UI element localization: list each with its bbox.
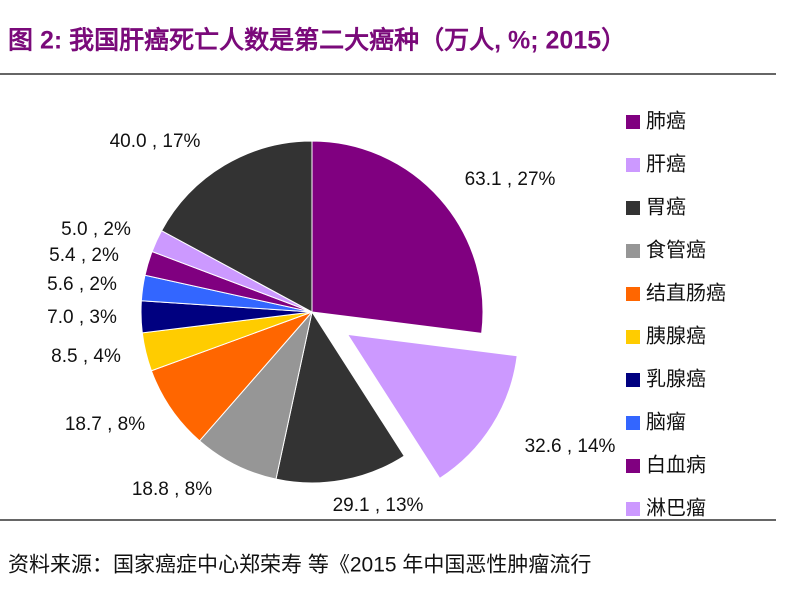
- legend-label: 白血病: [646, 453, 706, 476]
- legend-swatch: [626, 287, 640, 301]
- legend-label: 肝癌: [646, 152, 686, 175]
- pie-slice: [160, 140, 313, 313]
- source: 资料来源：国家癌症中心郑荣寿 等《2015 年中国恶性肿瘤流行: [8, 554, 591, 577]
- data-label: 7.0 , 3%: [47, 307, 117, 328]
- legend-label: 乳腺癌: [646, 367, 706, 390]
- data-label: 29.1 , 13%: [333, 495, 424, 516]
- legend-label: 肺癌: [646, 109, 686, 132]
- legend-swatch: [626, 201, 640, 215]
- legend-label: 胰腺癌: [646, 324, 706, 347]
- data-label: 40.0 , 17%: [110, 131, 201, 152]
- legend-swatch: [626, 459, 640, 473]
- data-label: 32.6 , 14%: [525, 436, 616, 457]
- pie-slice: [311, 140, 484, 334]
- data-label: 5.0 , 2%: [61, 219, 131, 240]
- legend-label: 胃癌: [646, 195, 686, 218]
- data-label: 63.1 , 27%: [465, 169, 556, 190]
- legend-swatch: [626, 158, 640, 172]
- legend-swatch: [626, 373, 640, 387]
- legend-label: 食管癌: [646, 238, 706, 261]
- legend-swatch: [626, 502, 640, 516]
- legend-label: 淋巴瘤: [646, 496, 706, 519]
- data-label: 5.4 , 2%: [49, 245, 119, 266]
- pie-slice: [275, 310, 405, 484]
- legend-swatch: [626, 115, 640, 129]
- data-label: 8.5 , 4%: [51, 346, 121, 367]
- pie-slice: [346, 333, 518, 480]
- legend-label: 结直肠癌: [646, 281, 726, 304]
- data-label: 18.7 , 8%: [65, 414, 145, 435]
- data-label: 18.8 , 8%: [132, 479, 212, 500]
- chart-title: 图 2: 我国肝癌死亡人数是第二大癌种（万人, %; 2015）: [8, 26, 626, 55]
- legend-swatch: [626, 330, 640, 344]
- legend-label: 脑瘤: [646, 410, 686, 433]
- legend-swatch: [626, 416, 640, 430]
- data-label: 5.6 , 2%: [47, 274, 117, 295]
- legend-swatch: [626, 244, 640, 258]
